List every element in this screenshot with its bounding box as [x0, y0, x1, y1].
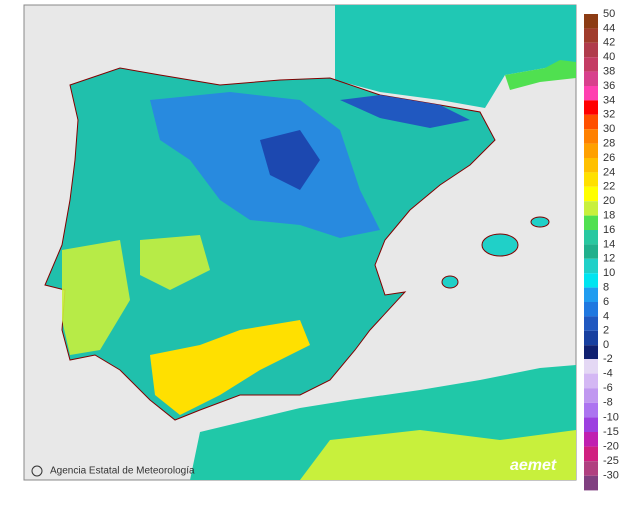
legend-swatch: [584, 14, 598, 29]
legend-label: -8: [603, 397, 613, 409]
cold-pyrenees: [340, 95, 470, 128]
legend-label: 2: [603, 325, 609, 337]
hot-south: [150, 320, 310, 415]
iberia: [44, 67, 496, 421]
legend-swatch: [584, 287, 598, 302]
legend-label: 24: [603, 166, 615, 178]
legend-label: 4: [603, 310, 609, 322]
legend-swatch: [584, 461, 598, 476]
legend-label: 42: [603, 37, 615, 49]
legend-swatch: [584, 359, 598, 374]
legend-label: 22: [603, 181, 615, 193]
legend-swatch: [584, 143, 598, 158]
legend-label: 18: [603, 210, 615, 222]
legend-label: 44: [603, 22, 615, 34]
legend-swatch: [584, 432, 598, 447]
legend-swatch: [584, 86, 598, 101]
legend-swatch: [584, 345, 598, 360]
cold-north-center: [150, 92, 380, 238]
legend-swatch: [584, 201, 598, 216]
legend-swatch: [584, 57, 598, 72]
legend-label: 0: [603, 339, 609, 351]
legend-swatch: [584, 172, 598, 187]
legend-label: 14: [603, 238, 615, 250]
legend-label: -15: [603, 426, 619, 438]
warm-southwest: [140, 235, 210, 290]
africa-warm: [300, 430, 576, 480]
legend-swatch: [584, 100, 598, 115]
legend-label: 10: [603, 267, 615, 279]
legend-label: -6: [603, 382, 613, 394]
legend-label: 36: [603, 80, 615, 92]
legend-label: -10: [603, 411, 619, 423]
legend-label: -25: [603, 455, 619, 467]
menorca: [530, 216, 550, 228]
legend-swatch: [584, 388, 598, 403]
legend-swatch: [584, 71, 598, 86]
legend-swatch: [584, 330, 598, 346]
legend-swatch: [584, 114, 598, 130]
legend-swatch: [584, 417, 598, 432]
legend-label: 40: [603, 51, 615, 63]
legend-swatch: [584, 28, 598, 43]
legend-swatch: [584, 273, 598, 288]
legend-swatch: [584, 186, 598, 202]
legend-label: 50: [603, 8, 615, 20]
ibiza: [441, 275, 459, 289]
legend-swatch: [584, 129, 598, 144]
credit-icon: [31, 465, 43, 477]
legend-swatch: [584, 402, 598, 418]
legend-label: 30: [603, 123, 615, 135]
legend-label: 8: [603, 282, 609, 294]
legend-label: -30: [603, 470, 619, 482]
credit: Agencia Estatal de Meteorología: [50, 466, 195, 477]
legend-label: -4: [603, 368, 613, 380]
legend-label: 26: [603, 152, 615, 164]
legend-swatch: [584, 373, 598, 389]
legend-label: 34: [603, 94, 615, 106]
legend-swatch: [584, 475, 598, 491]
logo: aemet: [510, 457, 557, 474]
legend-label: -20: [603, 441, 619, 453]
france: [335, 5, 576, 108]
legend-label: 12: [603, 253, 615, 265]
mallorca: [481, 233, 519, 257]
cold-core: [260, 130, 320, 190]
south-coast-france: [505, 60, 576, 90]
warm-west: [62, 240, 130, 355]
legend-label: 32: [603, 109, 615, 121]
legend-swatch: [584, 316, 598, 331]
legend-swatch: [584, 244, 598, 259]
legend-swatch: [584, 230, 598, 245]
legend-swatch: [584, 158, 598, 173]
legend-swatch: [584, 446, 598, 462]
legend-label: 28: [603, 138, 615, 150]
legend-label: 6: [603, 296, 609, 308]
legend-label: 20: [603, 195, 615, 207]
legend-label: 38: [603, 66, 615, 78]
legend-swatch: [584, 258, 598, 274]
legend-swatch: [584, 302, 598, 317]
legend-label: 16: [603, 224, 615, 236]
legend-label: -2: [603, 353, 613, 365]
legend-swatch: [584, 42, 598, 58]
legend-swatch: [584, 215, 598, 230]
